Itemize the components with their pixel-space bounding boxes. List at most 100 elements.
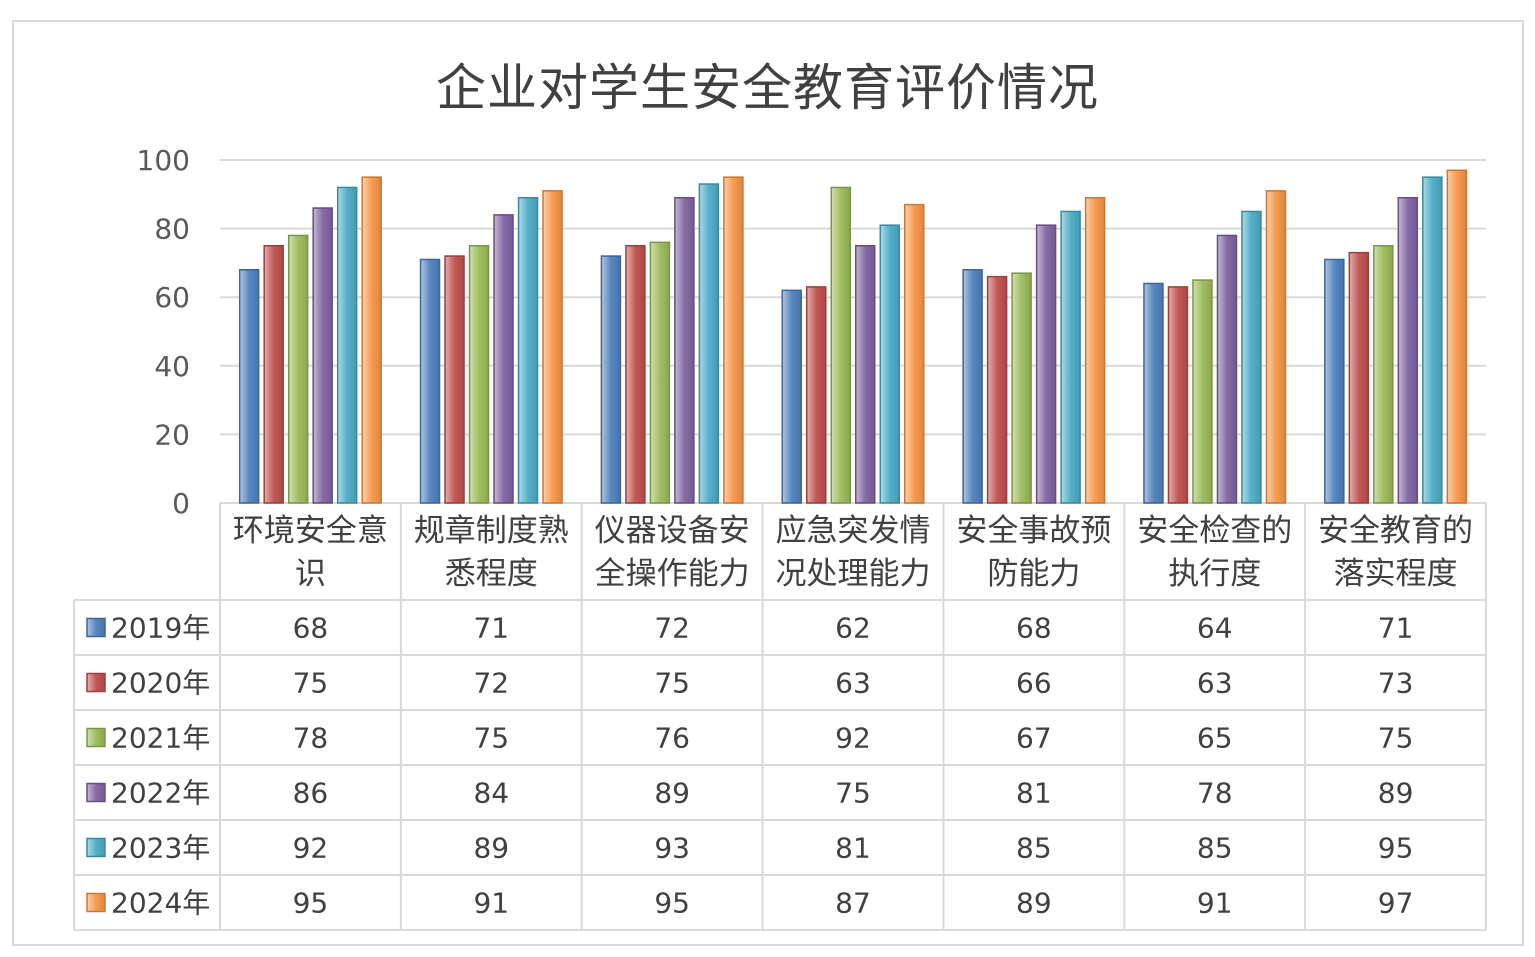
table-value: 89 — [1016, 887, 1052, 920]
category-label: 况处理能力 — [776, 556, 931, 592]
table-value: 85 — [1016, 832, 1052, 865]
bar — [1265, 190, 1287, 504]
table-value: 89 — [473, 832, 509, 865]
category-label: 安全检查的 — [1137, 513, 1292, 549]
bar — [1422, 176, 1443, 504]
bar — [1348, 251, 1370, 504]
y-tick-label: 80 — [154, 213, 190, 246]
table-value: 85 — [1197, 832, 1233, 865]
table-value: 91 — [1197, 887, 1233, 920]
category-label: 防能力 — [987, 556, 1080, 592]
legend-swatch — [86, 617, 106, 638]
table-value: 75 — [1378, 722, 1414, 755]
table-value: 78 — [293, 722, 329, 755]
legend-label: 2021年 — [111, 722, 210, 755]
table-value: 86 — [293, 777, 329, 810]
bar — [1446, 169, 1468, 504]
bar — [1167, 286, 1189, 504]
bar — [962, 269, 983, 504]
bar — [806, 286, 827, 504]
bar — [361, 176, 382, 504]
table-value: 72 — [654, 612, 690, 645]
table-value: 87 — [835, 887, 871, 920]
table-value: 95 — [293, 887, 329, 920]
table-value: 97 — [1378, 887, 1414, 920]
bar — [444, 255, 465, 504]
legend-label: 2019年 — [111, 612, 210, 645]
legend-swatch — [86, 892, 106, 913]
bar — [1373, 245, 1394, 504]
y-tick-label: 100 — [137, 144, 190, 177]
legend-swatch — [86, 672, 106, 693]
legend-label: 2022年 — [111, 777, 210, 810]
bar — [493, 214, 514, 504]
bar — [542, 190, 563, 504]
bar — [1143, 282, 1164, 504]
table-value: 78 — [1197, 777, 1233, 810]
bar — [723, 176, 744, 504]
bar — [1241, 210, 1262, 504]
table-value: 68 — [293, 612, 329, 645]
legend-swatch — [86, 837, 106, 858]
chart-title: 企业对学生安全教育评价情况 — [436, 59, 1099, 117]
table-value: 66 — [1016, 667, 1052, 700]
bar — [781, 289, 802, 504]
y-tick-label: 20 — [154, 418, 190, 451]
category-label: 安全教育的 — [1318, 513, 1473, 549]
bar — [855, 245, 876, 504]
bar — [649, 241, 671, 504]
bar — [1035, 224, 1057, 504]
legend-swatch — [86, 727, 106, 748]
table-value: 75 — [293, 667, 329, 700]
table-value: 75 — [654, 667, 690, 700]
bar — [517, 196, 539, 504]
bar — [1060, 210, 1081, 504]
table-value: 91 — [473, 887, 509, 920]
table-value: 92 — [835, 722, 871, 755]
table-value: 71 — [473, 612, 509, 645]
bar — [698, 183, 720, 504]
y-tick-label: 0 — [172, 487, 190, 520]
legend-swatch — [86, 782, 106, 803]
bar — [986, 275, 1008, 504]
legend-label: 2020年 — [111, 667, 210, 700]
bar — [879, 224, 900, 504]
legend-label: 2023年 — [111, 832, 210, 865]
table-value: 92 — [293, 832, 329, 865]
bar — [1011, 272, 1032, 504]
category-label: 落实程度 — [1334, 556, 1458, 592]
bar — [312, 207, 333, 504]
bar — [674, 196, 695, 504]
table-value: 65 — [1197, 722, 1233, 755]
category-label: 悉程度 — [445, 556, 538, 592]
bar — [238, 269, 260, 504]
bar — [830, 186, 851, 504]
table-value: 84 — [473, 777, 509, 810]
bar — [1397, 196, 1419, 504]
bar — [419, 258, 441, 504]
bar — [336, 186, 358, 504]
table-value: 75 — [835, 777, 871, 810]
table-value: 81 — [1016, 777, 1052, 810]
bar — [263, 245, 284, 504]
table-value: 62 — [835, 612, 871, 645]
bar — [468, 245, 490, 504]
category-label: 应急突发情 — [776, 513, 931, 549]
table-value: 64 — [1197, 612, 1233, 645]
bar — [904, 203, 925, 504]
table-value: 81 — [835, 832, 871, 865]
table-value: 63 — [835, 667, 871, 700]
table-value: 71 — [1378, 612, 1414, 645]
bar — [600, 255, 622, 504]
category-label: 环境安全意 — [233, 513, 388, 549]
category-label: 识 — [295, 556, 326, 592]
table-value: 95 — [654, 887, 690, 920]
legend-label: 2024年 — [111, 887, 210, 920]
bar — [1324, 258, 1345, 504]
bar — [1084, 196, 1106, 504]
bar — [1216, 234, 1238, 504]
table-value: 72 — [473, 667, 509, 700]
category-label: 全操作能力 — [595, 556, 750, 592]
table-value: 75 — [473, 722, 509, 755]
